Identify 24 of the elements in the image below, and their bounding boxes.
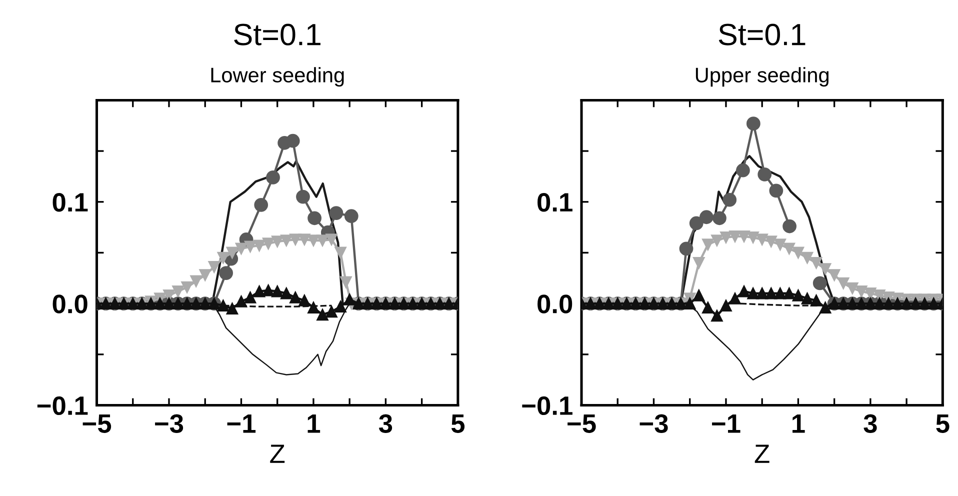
x-tick-label: −1 <box>712 414 740 433</box>
y-tick-label: 0.1 <box>52 193 88 212</box>
x-tick-label: −1 <box>227 414 256 433</box>
x-tick-label: 3 <box>864 414 877 433</box>
x-tick-label: 3 <box>378 414 392 433</box>
y-tick-label: 0.1 <box>538 193 572 212</box>
x-tick-label: 5 <box>936 414 950 433</box>
x-tick-label: −3 <box>640 414 668 433</box>
x-tick-label: 5 <box>451 414 465 433</box>
x-tick-label: −5 <box>82 414 112 433</box>
x-tick-label: −3 <box>155 414 184 433</box>
chart-subtitle: Upper seeding <box>696 67 829 87</box>
y-tick-label: 0.0 <box>52 294 88 314</box>
y-tick-label: 0.0 <box>538 294 572 314</box>
chart-title: St=0.1 <box>718 24 806 46</box>
y-tick-label: −0.1 <box>37 396 88 416</box>
x-tick-label: 1 <box>308 414 320 433</box>
x-tick-label: 1 <box>792 414 805 433</box>
y-tick-label: −0.1 <box>522 396 572 416</box>
x-tick-label: −5 <box>568 414 596 433</box>
x-axis-title: Z <box>270 444 285 463</box>
x-axis-title: Z <box>754 444 770 463</box>
chart-subtitle: Lower seeding <box>211 67 344 87</box>
chart-title: St=0.1 <box>234 24 320 46</box>
